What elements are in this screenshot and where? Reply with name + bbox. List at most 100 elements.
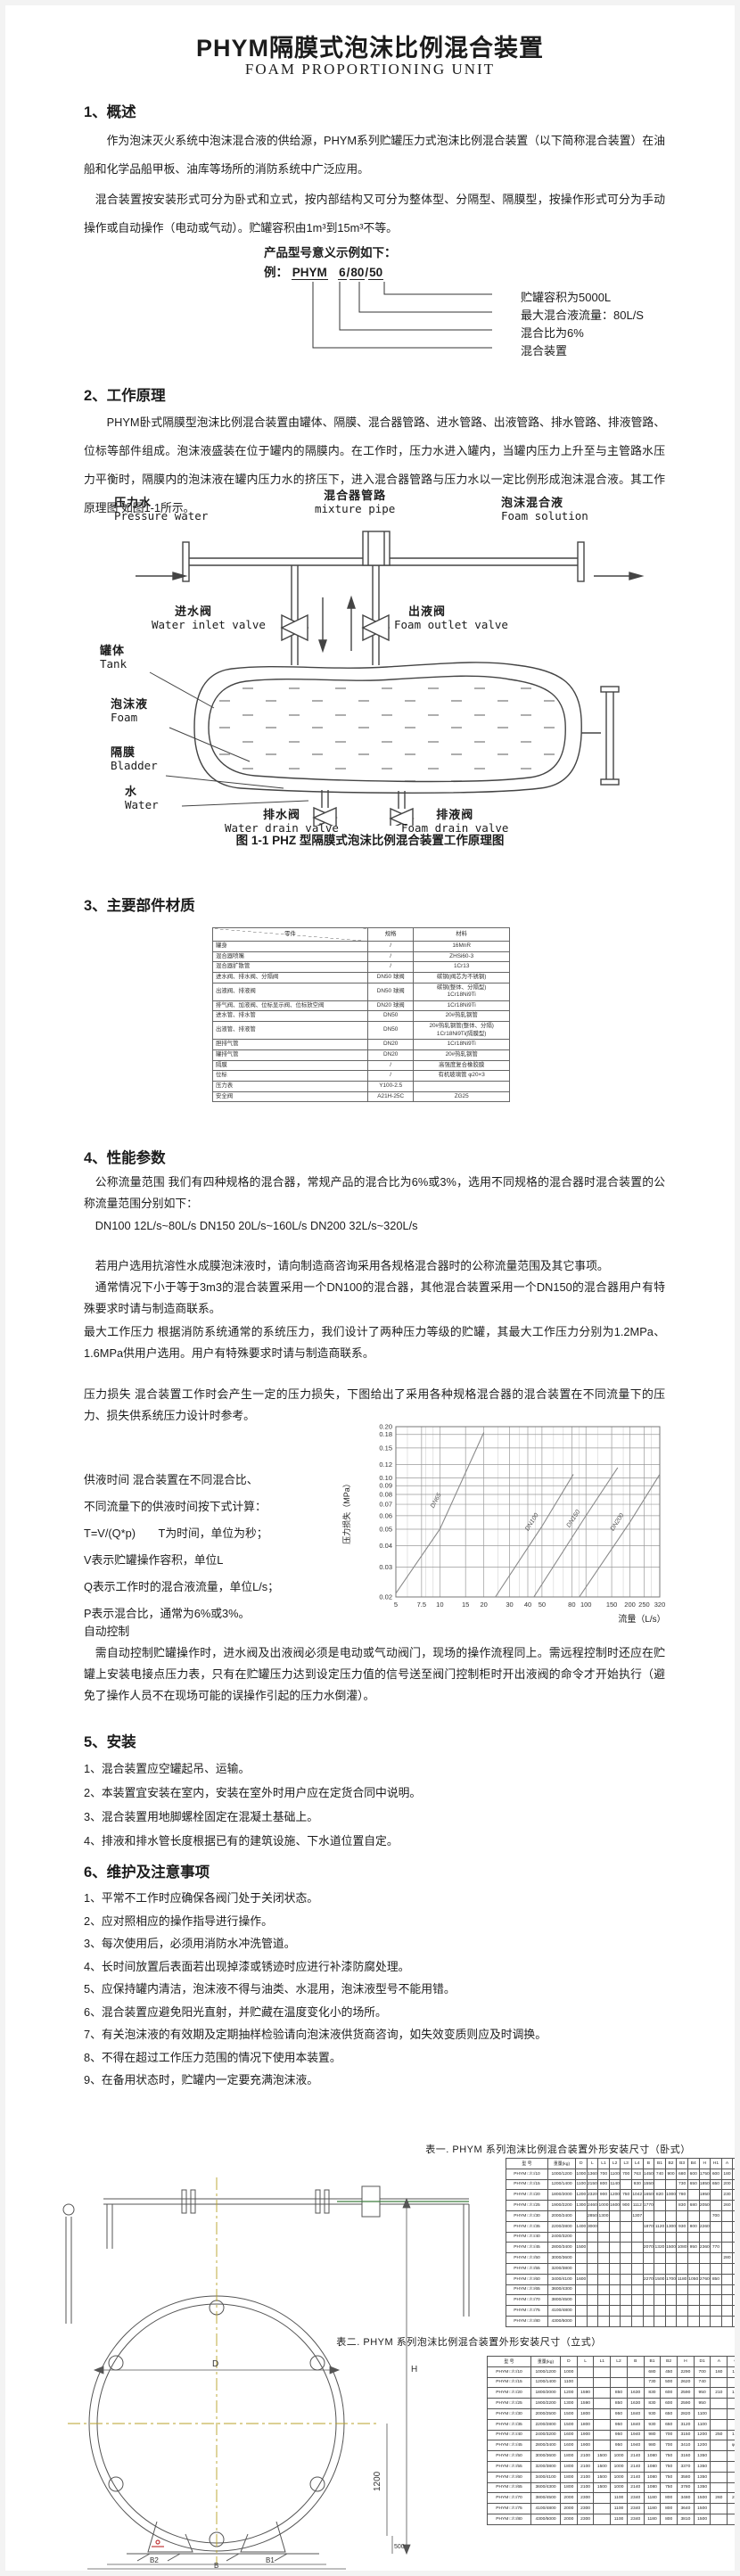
table-cell: 2850 [586, 2210, 599, 2222]
label-mixture-pipe: 混合器管路 mixture pipe [315, 489, 396, 515]
table-cell [586, 2305, 599, 2317]
table-cell: 260 [720, 2200, 734, 2211]
table-cell [642, 2210, 655, 2222]
table-cell: 3400/4100 [530, 2471, 561, 2483]
table-cell: 3000 [586, 2220, 599, 2233]
table-cell: 1770 [642, 2200, 655, 2211]
table-cell: 850 [710, 2273, 722, 2285]
supply-time-line: 不同流量下的供液时间按下式计算： [84, 1500, 267, 1513]
table-cell: 16MnR [413, 941, 510, 952]
maintenance-item: 3、每次使用后，必须用消防水冲洗管道。 [84, 1937, 296, 1950]
table-cell: 1200 [575, 2189, 588, 2202]
table-cell [630, 2231, 644, 2243]
table-cell: 20#热轧钢管 [413, 1010, 510, 1023]
x-tick-label: 100 [580, 1601, 592, 1609]
table-cell [620, 2273, 632, 2285]
table-cell [732, 2200, 735, 2211]
table-cell [610, 2366, 628, 2378]
table-cell [710, 2284, 722, 2296]
table-cell: 20#热轧钢管 [413, 1049, 510, 1061]
table-cell: PHYM □/□/70 [487, 2492, 531, 2505]
table-cell: 740 [654, 2168, 666, 2180]
table-cell [710, 2407, 728, 2420]
table-cell: 1000 [575, 2168, 588, 2180]
table-cell [642, 2284, 655, 2296]
supply-time-line: V表示贮罐操作容积，单位L [84, 1553, 224, 1567]
heading-install: 5、安装 [84, 1734, 136, 1750]
table-header-cell: A [710, 2356, 728, 2367]
table-cell [732, 2273, 735, 2285]
table-cell [676, 2231, 688, 2243]
table-cell: 1200 [608, 2189, 621, 2202]
table-cell [593, 2492, 612, 2505]
table-cell: 1307 [630, 2210, 644, 2222]
table-cell: PHYM □/□/25 [506, 2200, 548, 2211]
table-cell [575, 2284, 588, 2296]
table-cell: 1Cr18Ni9Ti [413, 1039, 510, 1051]
table-cell: 1140 [608, 2178, 621, 2191]
table-header-cell: 型 号 [487, 2356, 531, 2367]
table-cell: 950 [610, 2418, 628, 2431]
table-cell: 1350 [693, 2460, 711, 2473]
table-header-cell: B1 [654, 2158, 666, 2169]
table-row: PHYM □/□/45 2800/3400 1600 1900 950 1940 980 70… [487, 2440, 735, 2452]
table-cell [642, 2262, 655, 2275]
table-cell: PHYM □/□/55 [487, 2460, 531, 2473]
table-header-cell: B1 [643, 2356, 662, 2367]
dim-b1: B1 [266, 2556, 275, 2564]
table-cell [687, 2189, 700, 2202]
table-cell [620, 2231, 632, 2243]
table-cell: A21H-25C [366, 1090, 415, 1103]
table-cell: 2320 [586, 2189, 599, 2202]
table-cell: 800 [597, 2178, 610, 2191]
table-cell [620, 2220, 632, 2233]
table-cell [732, 2305, 735, 2317]
table-cell [626, 2366, 645, 2378]
table-cell: 2400/3200 [547, 2231, 576, 2243]
table-cell [710, 2189, 722, 2202]
table-cell: 1300 [597, 2210, 610, 2222]
table-cell: 980 [643, 2429, 662, 2441]
table-cell: DN50 [366, 1010, 415, 1023]
table-cell [664, 2315, 678, 2327]
table-cell: 750 [660, 2481, 678, 2494]
y-tick-label: 0.05 [379, 1525, 392, 1533]
table-header-cell: 材料 [413, 927, 510, 942]
table-cell [593, 2376, 612, 2389]
table-cell: 980 [643, 2440, 662, 2452]
table-cell [597, 2262, 610, 2275]
table-cell: 2270 [642, 2273, 655, 2285]
figure-caption: 图 1-1 PHZ 型隔膜式泡沫比例混合装置工作原理图 [235, 834, 505, 847]
table-cell: 2100 [576, 2471, 595, 2483]
table-header-cell: A [720, 2158, 734, 2169]
table-cell: 位标 [212, 1070, 368, 1082]
table-cell [630, 2242, 644, 2254]
table-cell: / [366, 941, 415, 952]
table-cell: 碳钢(整体、分隔型) 1Cr18Ni9Ti [413, 982, 510, 1001]
table-cell: 1870 [642, 2220, 655, 2233]
table-cell: 1500 [560, 2407, 578, 2420]
table1-horizontal-dimensions: 型 号重量(kg) D L L1 L2 L3 L4 B B1 B2 B3 B4 H H1 A C PHYM □… [506, 2158, 735, 2327]
table-cell: 1500 [593, 2471, 612, 2483]
table-cell: 2360 [698, 2242, 711, 2254]
table-cell [597, 2305, 610, 2317]
table-cell [608, 2294, 621, 2307]
table-row: PHYM □/□/40 2400/3200 [506, 2231, 735, 2243]
table-cell: 1100 [610, 2513, 628, 2525]
table-cell [727, 2376, 735, 2389]
table-cell: 700 [660, 2440, 678, 2452]
label-foam-solution: 泡沫混合液 Foam solution [501, 496, 588, 523]
table-cell: 1940 [626, 2440, 645, 2452]
table-header-cell: L [576, 2356, 595, 2367]
x-tick-label: 250 [638, 1601, 650, 1609]
table-cell: 950 [610, 2407, 628, 2420]
outline-dimension-drawing: D H 1200 500 B2 B1 B [62, 2177, 470, 2570]
table-cell: 1850 [698, 2178, 711, 2191]
table-cell [576, 2376, 595, 2389]
table-cell [620, 2315, 632, 2327]
table-cell: 2100 [576, 2481, 595, 2494]
table-cell [593, 2407, 612, 2420]
table-cell: 600 [660, 2398, 678, 2409]
table-cell: 3000/3600 [530, 2450, 561, 2462]
table-cell: 750 [620, 2189, 632, 2202]
